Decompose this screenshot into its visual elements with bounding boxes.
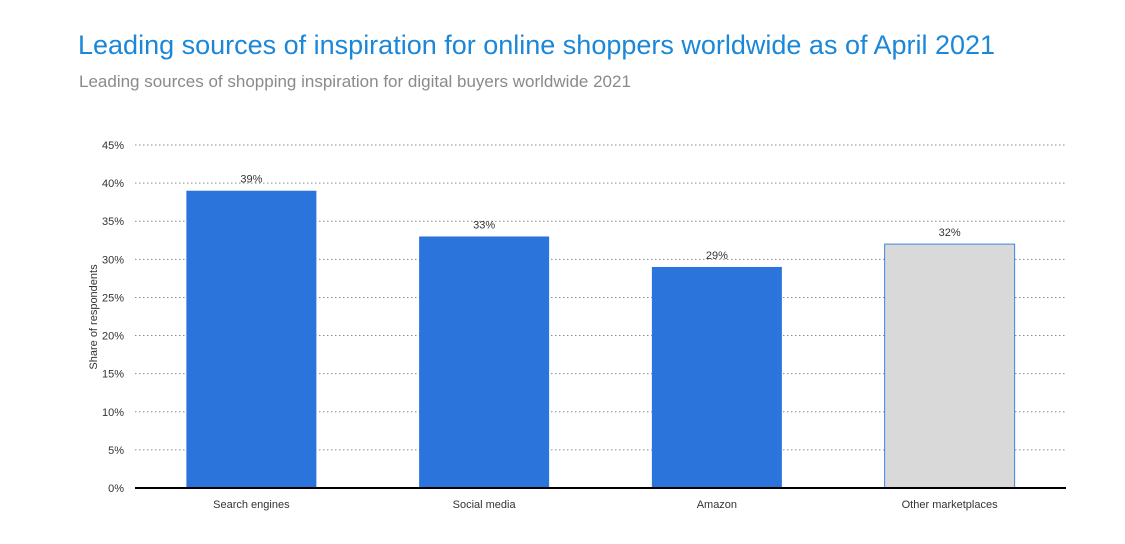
y-tick-label: 35% (102, 216, 124, 228)
gridlines (135, 144, 1066, 451)
y-axis-title: Share of respondents (88, 264, 100, 370)
x-tick-label: Other marketplaces (902, 499, 998, 511)
x-tick-labels: Search engines Social media Amazon Other ma… (213, 499, 998, 511)
bar-amazon (651, 266, 782, 488)
chart-title: Leading sources of inspiration for onlin… (78, 30, 996, 60)
y-tick-labels: 0% 5% 10% 15% 20% 25% 30% 35% 40% 45% (102, 140, 124, 495)
y-tick-label: 20% (102, 331, 124, 343)
data-label: 39% (240, 174, 262, 186)
data-labels: 39% 33% 29% 32% (240, 174, 960, 262)
y-tick-label: 30% (102, 254, 124, 266)
x-tick-label: Amazon (697, 499, 737, 511)
bar-social-media (419, 236, 550, 488)
y-tick-label: 40% (102, 178, 124, 190)
bar-search-engines (186, 190, 317, 488)
y-tick-label: 25% (102, 292, 124, 304)
y-tick-label: 0% (108, 483, 124, 495)
y-tick-label: 10% (102, 407, 124, 419)
x-tick-label: Social media (453, 499, 517, 511)
data-label: 32% (939, 227, 961, 239)
chart-subtitle: Leading sources of shopping inspiration … (79, 72, 631, 91)
data-label: 29% (706, 250, 728, 262)
x-tick-label: Search engines (213, 499, 290, 511)
y-tick-label: 45% (102, 140, 124, 152)
data-label: 33% (473, 219, 495, 231)
bars (186, 190, 1016, 489)
bar-other-marketplaces (884, 243, 1016, 489)
y-tick-label: 5% (108, 445, 124, 457)
y-tick-label: 15% (102, 369, 124, 381)
